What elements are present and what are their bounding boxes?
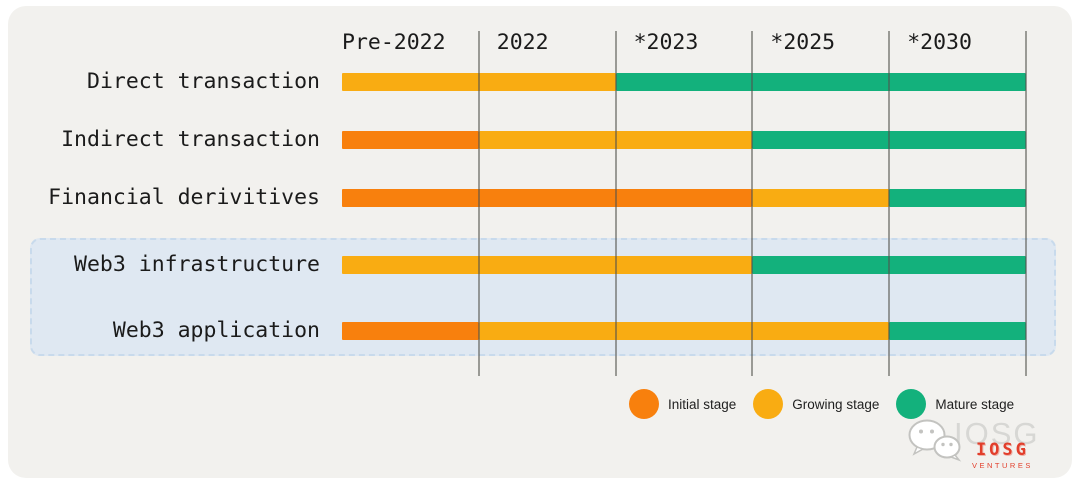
bar-segment-mature <box>615 73 1026 91</box>
iosg-ventures-logo: IOSG VENTURES <box>972 440 1033 470</box>
row-label-direct-transaction: Direct transaction <box>87 69 320 94</box>
bar-segment-initial <box>342 131 479 149</box>
bar-financial-derivitives <box>342 189 1026 207</box>
plot-area: Pre-2022 2022 *2023 *2025 *2030 <box>342 0 1027 484</box>
legend: Initial stage Growing stage Mature stage <box>629 389 1014 419</box>
ventures-text: VENTURES <box>972 461 1033 470</box>
gridline-5 <box>1025 31 1027 376</box>
legend-label-mature: Mature stage <box>935 396 1015 412</box>
column-header-2030: *2030 <box>907 30 972 55</box>
column-header-2023: *2023 <box>633 30 699 55</box>
column-header-2022: 2022 <box>496 30 549 55</box>
row-label-web3-application: Web3 application <box>112 318 320 343</box>
gridline-3 <box>751 31 754 376</box>
bar-segment-mature <box>889 322 1026 340</box>
legend-label-growing: Growing stage <box>792 396 880 412</box>
bar-segment-mature <box>889 189 1026 207</box>
bar-indirect-transaction <box>342 131 1026 149</box>
bar-web3-infrastructure <box>342 256 1026 274</box>
bar-segment-initial <box>342 322 479 340</box>
gridline-2 <box>614 31 617 376</box>
iosg-gray-text: IOSG <box>954 416 1040 451</box>
legend-label-initial: Initial stage <box>668 396 737 412</box>
watermark: IOSG IOSG VENTURES <box>906 414 1066 474</box>
row-label-financial-derivitives: Financial derivitives <box>48 185 320 210</box>
iosg-red-text: IOSG <box>975 440 1029 460</box>
gridline-4 <box>888 31 891 376</box>
column-header-pre-2022: Pre-2022 <box>342 30 446 55</box>
row-label-web3-infrastructure: Web3 infrastructure <box>74 252 320 277</box>
column-header-2025: *2025 <box>770 30 836 55</box>
growing-stage-dot <box>753 389 784 419</box>
mature-stage-dot <box>896 389 927 419</box>
bar-direct-transaction <box>342 73 1026 91</box>
bar-segment-growing <box>342 256 753 274</box>
bar-web3-application <box>342 322 1026 340</box>
row-label-indirect-transaction: Indirect transaction <box>61 127 320 152</box>
legend-item-mature: Mature stage <box>896 389 1014 419</box>
legend-item-initial: Initial stage <box>629 389 736 419</box>
initial-stage-dot <box>629 389 659 419</box>
gridline-1 <box>477 31 480 376</box>
wechat-icon <box>908 419 962 462</box>
bar-segment-growing <box>478 322 890 340</box>
legend-item-growing: Growing stage <box>753 389 879 419</box>
bar-segment-growing <box>752 189 890 207</box>
bar-segment-initial <box>342 189 753 207</box>
